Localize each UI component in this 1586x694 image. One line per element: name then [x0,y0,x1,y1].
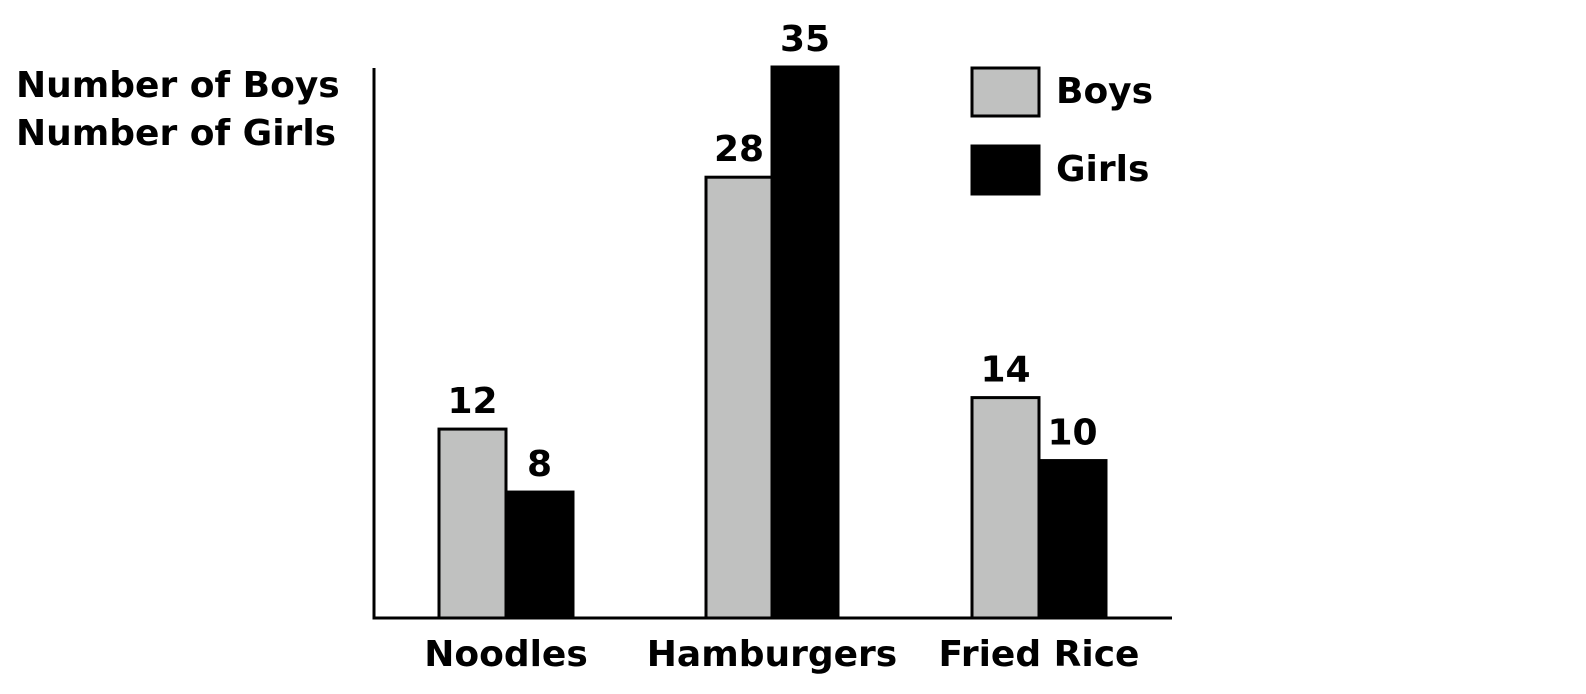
data-label-fried-rice-boys: 14 [980,350,1030,391]
data-label-fried-rice-girls: 10 [1047,413,1097,454]
legend-label-girls: Girls [1056,149,1149,190]
bar-hamburgers-boys [704,175,774,620]
data-label-hamburgers-boys: 28 [714,129,764,170]
bar-hamburgers-girls [770,65,840,620]
bar-fried-rice-girls [1037,459,1108,620]
data-label-hamburgers-girls: 35 [780,19,830,60]
bar-noodles-boys [437,427,508,620]
data-label-noodles-boys: 12 [447,381,497,422]
bar-fried-rice-boys [970,396,1041,620]
data-label-noodles-girls: 8 [527,444,552,485]
x-tick-label-fried-rice: Fried Rice [939,634,1140,675]
legend: Boys Girls [970,66,1153,196]
x-tick-label-hamburgers: Hamburgers [647,634,897,675]
bars-group [437,65,1108,620]
x-tick-label-noodles: Noodles [424,634,588,675]
legend-swatch-girls [970,144,1041,196]
legend-label-boys: Boys [1056,71,1153,112]
y-axis-label: Number of Boys Number of Girls [16,65,340,154]
legend-swatch-boys [970,66,1041,118]
bar-noodles-girls [504,490,575,620]
y-axis-label-boys: Number of Boys [16,65,340,106]
category-labels-group: Noodles Hamburgers Fried Rice [424,634,1139,675]
y-axis-label-girls: Number of Girls [16,113,336,154]
data-labels-group: 12 8 28 35 14 10 [447,19,1097,485]
